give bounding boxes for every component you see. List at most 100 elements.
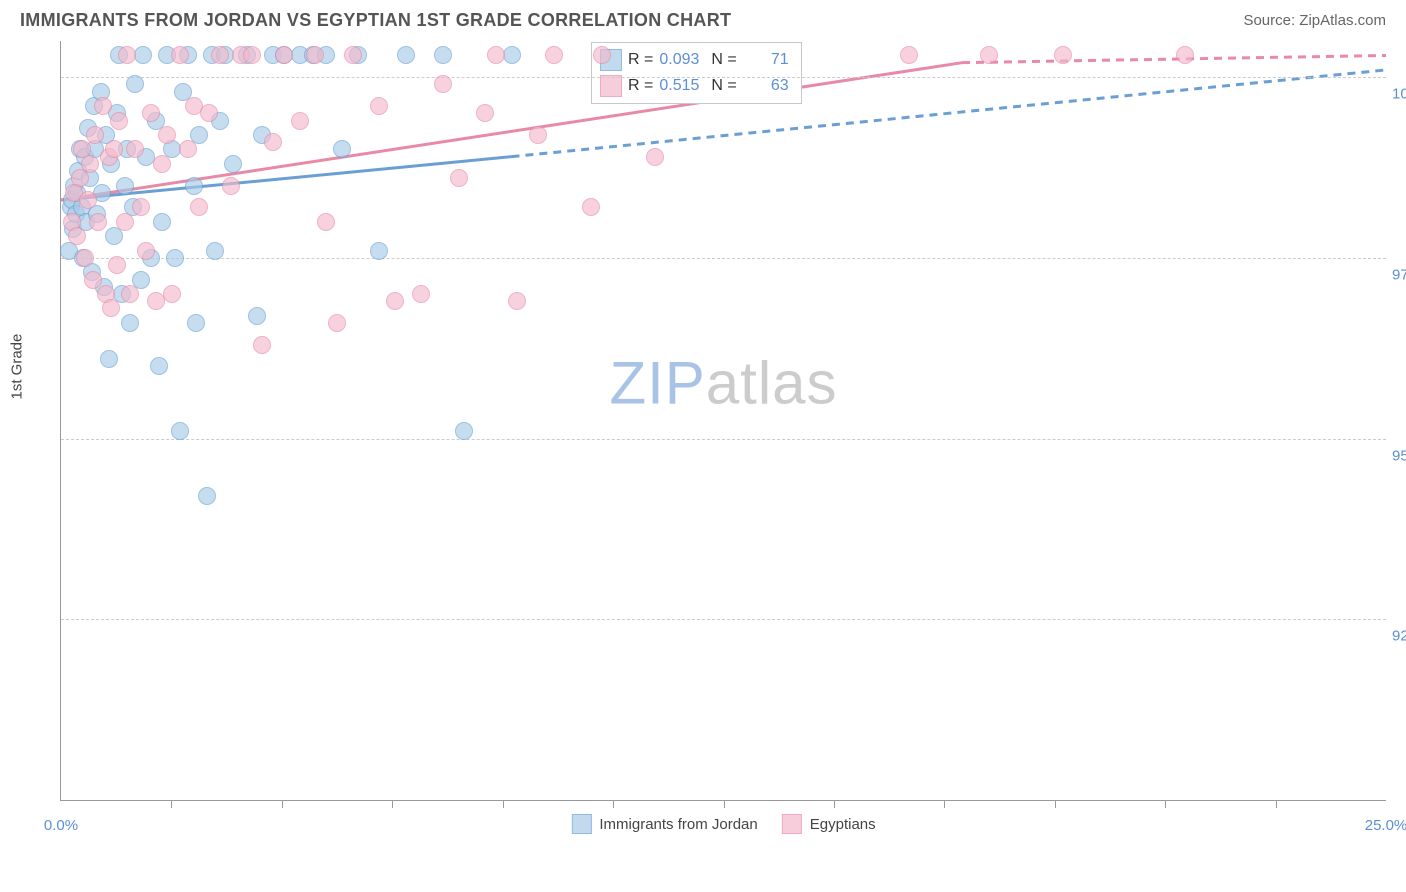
legend-swatch — [571, 814, 591, 834]
legend-swatch — [782, 814, 802, 834]
xtick-minor — [171, 800, 172, 808]
xtick-minor — [613, 800, 614, 808]
scatter-point — [76, 249, 94, 267]
scatter-point — [150, 357, 168, 375]
chart-title: IMMIGRANTS FROM JORDAN VS EGYPTIAN 1ST G… — [20, 10, 731, 31]
scatter-point — [94, 97, 112, 115]
scatter-point — [222, 177, 240, 195]
scatter-point — [646, 148, 664, 166]
scatter-point — [1176, 46, 1194, 64]
ytick-label: 97.5% — [1392, 266, 1406, 283]
xtick-label: 0.0% — [44, 817, 78, 834]
scatter-point — [328, 314, 346, 332]
scatter-point — [190, 198, 208, 216]
legend-r-label: R = — [628, 77, 653, 95]
scatter-point — [86, 126, 104, 144]
watermark-zip: ZIP — [609, 349, 705, 416]
xtick-minor — [1055, 800, 1056, 808]
bottom-legend-label: Egyptians — [810, 816, 876, 833]
scatter-point — [206, 242, 224, 260]
scatter-point — [487, 46, 505, 64]
scatter-point — [81, 155, 99, 173]
xtick-minor — [282, 800, 283, 808]
scatter-point — [370, 242, 388, 260]
scatter-point — [224, 155, 242, 173]
scatter-point — [503, 46, 521, 64]
scatter-point — [110, 112, 128, 130]
bottom-legend-item: Immigrants from Jordan — [571, 814, 757, 834]
scatter-point — [134, 46, 152, 64]
scatter-point — [264, 133, 282, 151]
xtick-minor — [392, 800, 393, 808]
xtick-minor — [944, 800, 945, 808]
scatter-point — [317, 213, 335, 231]
scatter-point — [121, 285, 139, 303]
scatter-point — [545, 46, 563, 64]
scatter-point — [248, 307, 266, 325]
scatter-point — [121, 314, 139, 332]
bottom-legend-label: Immigrants from Jordan — [599, 816, 757, 833]
y-axis-label: 1st Grade — [9, 333, 26, 399]
legend-r-label: R = — [628, 51, 653, 69]
legend-r-value: 0.515 — [659, 77, 705, 95]
scatter-point — [198, 487, 216, 505]
scatter-point — [434, 46, 452, 64]
scatter-point — [153, 155, 171, 173]
scatter-point — [397, 46, 415, 64]
legend-n-label: N = — [711, 77, 736, 95]
ytick-label: 92.5% — [1392, 628, 1406, 645]
xtick-minor — [1165, 800, 1166, 808]
scatter-point — [434, 75, 452, 93]
legend-n-label: N = — [711, 51, 736, 69]
legend-r-value: 0.093 — [659, 51, 705, 69]
scatter-point — [158, 126, 176, 144]
gridline — [61, 77, 1386, 78]
scatter-point — [166, 249, 184, 267]
scatter-point — [529, 126, 547, 144]
scatter-point — [1054, 46, 1072, 64]
scatter-point — [142, 104, 160, 122]
scatter-point — [116, 177, 134, 195]
scatter-point — [243, 46, 261, 64]
scatter-point — [386, 292, 404, 310]
scatter-point — [118, 46, 136, 64]
scatter-point — [253, 336, 271, 354]
legend-row: R = 0.093 N = 71 — [600, 47, 789, 73]
scatter-point — [344, 46, 362, 64]
scatter-point — [370, 97, 388, 115]
gridline — [61, 439, 1386, 440]
gridline — [61, 619, 1386, 620]
scatter-point — [105, 140, 123, 158]
scatter-point — [582, 198, 600, 216]
bottom-legend-item: Egyptians — [782, 814, 876, 834]
scatter-point — [455, 422, 473, 440]
scatter-point — [476, 104, 494, 122]
scatter-point — [132, 198, 150, 216]
scatter-point — [275, 46, 293, 64]
scatter-point — [116, 213, 134, 231]
scatter-point — [185, 177, 203, 195]
scatter-point — [306, 46, 324, 64]
xtick-minor — [1276, 800, 1277, 808]
trend-lines-svg — [61, 41, 1386, 800]
scatter-point — [187, 314, 205, 332]
scatter-point — [333, 140, 351, 158]
ytick-label: 95.0% — [1392, 447, 1406, 464]
xtick-label: 25.0% — [1365, 817, 1406, 834]
scatter-point — [108, 256, 126, 274]
scatter-point — [211, 46, 229, 64]
legend-n-value: 63 — [743, 77, 789, 95]
watermark: ZIPatlas — [609, 348, 837, 417]
xtick-minor — [503, 800, 504, 808]
scatter-point — [291, 112, 309, 130]
watermark-atlas: atlas — [706, 349, 838, 416]
scatter-chart: 1st Grade ZIPatlas R =0.093N =71R =0.515… — [60, 41, 1386, 801]
ytick-label: 100.0% — [1392, 86, 1406, 103]
scatter-point — [412, 285, 430, 303]
scatter-point — [89, 213, 107, 231]
scatter-point — [171, 46, 189, 64]
gridline — [61, 258, 1386, 259]
scatter-point — [200, 104, 218, 122]
legend-n-value: 71 — [743, 51, 789, 69]
scatter-point — [980, 46, 998, 64]
